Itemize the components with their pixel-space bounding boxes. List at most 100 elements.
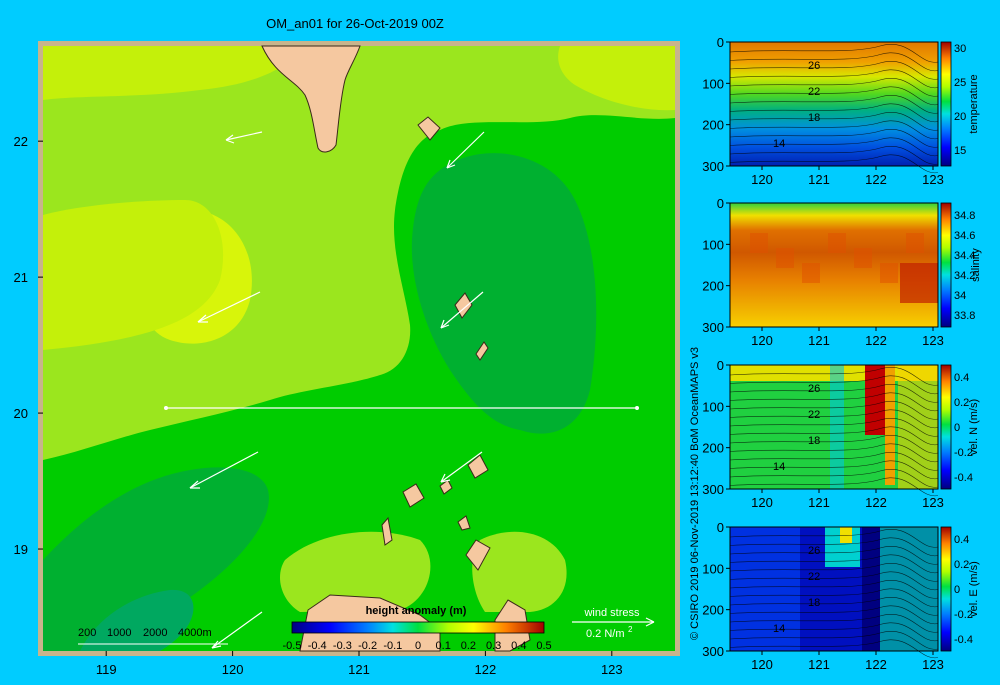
colorbar-tick-label: -0.1: [383, 640, 402, 652]
section-y-tick-label: 200: [702, 441, 724, 456]
colorbar-tick-label: 0.3: [486, 640, 501, 652]
section-x-tick-label: 122: [865, 333, 887, 348]
credit-text: © CSIRO 2019 06-Nov-2019 13:12:40 BoM Oc…: [689, 347, 701, 640]
colorbar-gradient: [292, 622, 544, 633]
section-colorbar-tick-label: 0.2: [954, 559, 969, 571]
section-colorbar-tick-label: 30: [954, 43, 966, 55]
section-x-tick-label: 120: [751, 172, 773, 187]
map-x-tick-label: 121: [348, 662, 370, 677]
section-x-tick-label: 120: [751, 657, 773, 672]
section-colorbar-temp: [941, 42, 951, 166]
section-contour-label: 22: [808, 571, 820, 583]
section-colorbar-label-sal: salinity: [970, 248, 982, 282]
section-x-tick-label: 123: [922, 495, 944, 510]
section-contour-label: 26: [808, 383, 820, 395]
map-x-tick-label: 123: [601, 662, 623, 677]
section-contour-label: 14: [773, 623, 785, 635]
section-x-tick-label: 121: [808, 657, 830, 672]
section-panel-ve: 26 22 18 14 0 100 200 300 120 121 122 123 0.4 0.2 0 -0.…: [702, 520, 980, 672]
colorbar-tick-label: -0.3: [333, 640, 352, 652]
colorbar-tick-label: 0: [415, 640, 421, 652]
section-colorbar-tick-label: -0.4: [954, 634, 973, 646]
map-panel: 200 1000 2000 4000m height anomaly (m) -…: [14, 41, 680, 677]
map-y-tick-label: 21: [14, 270, 28, 285]
bathymetry-label-1000: 1000: [107, 627, 131, 639]
section-y-tick-label: 100: [702, 76, 724, 91]
section-contour-label: 26: [808, 545, 820, 557]
colorbar-tick-label: -0.2: [358, 640, 377, 652]
section-y-tick-label: 100: [702, 399, 724, 414]
section-line-end: [635, 406, 639, 410]
colorbar-tick-label: -0.5: [283, 640, 302, 652]
section-contour-label: 18: [808, 435, 820, 447]
section-y-tick-label: 300: [702, 320, 724, 335]
colorbar-tick-label: -0.4: [308, 640, 327, 652]
colorbar-tick-label: 0.1: [436, 640, 451, 652]
map-x-tick-label: 122: [475, 662, 497, 677]
section-colorbar-tick-label: -0.4: [954, 472, 973, 484]
section-x-tick-label: 121: [808, 172, 830, 187]
section-salinity-patch: [802, 263, 820, 283]
section-salinity-patch: [854, 248, 872, 268]
map-y-tick-label: 19: [14, 542, 28, 557]
map-y-tick-label: 20: [14, 406, 28, 421]
colorbar-tick-label: 0.2: [461, 640, 476, 652]
section-vn-west-band: [830, 365, 844, 489]
section-colorbar-tick-label: 0.4: [954, 534, 969, 546]
section-colorbar-tick-label: 15: [954, 145, 966, 157]
section-colorbar-sal: [941, 203, 951, 327]
section-panel-vn: 262218140100200300120 121 122 1230.40.20-0.…: [702, 358, 980, 510]
bathymetry-label-200: 200: [78, 627, 96, 639]
section-salinity-patch: [906, 233, 924, 253]
section-colorbar-tick-label: 20: [954, 111, 966, 123]
section-x-tick-label: 123: [922, 172, 944, 187]
section-colorbar-tick-label: 0: [954, 584, 960, 596]
section-contour-label: 18: [808, 597, 820, 609]
section-panels: 262218140100200300120 121 122 12330252015te…: [702, 35, 982, 672]
section-contour-label: 22: [808, 86, 820, 98]
section-contour-label: 18: [808, 112, 820, 124]
section-panel-sal: 0100200300120 121 122 12334.834.634.434.234…: [702, 196, 982, 348]
section-colorbar-tick-label: 0.2: [954, 397, 969, 409]
section-colorbar-ve: [941, 527, 951, 651]
section-vn-jet: [865, 365, 885, 435]
section-contour-label: 22: [808, 409, 820, 421]
section-salinity-max: [900, 263, 938, 303]
section-contour-label: 14: [773, 461, 785, 473]
section-y-tick-label: 200: [702, 279, 724, 294]
section-colorbar-tick-label: 0: [954, 422, 960, 434]
section-contour-label: 26: [808, 60, 820, 72]
section-colorbar-tick-label: 25: [954, 77, 966, 89]
colorbar-tick-label: 0.4: [511, 640, 526, 652]
section-vn-jet-edge: [885, 365, 895, 485]
section-colorbar-tick-label: 34.8: [954, 210, 975, 222]
section-colorbar-vn: [941, 365, 951, 489]
section-x-tick-label: 120: [751, 495, 773, 510]
section-y-tick-label: 300: [702, 482, 724, 497]
section-colorbar-tick-label: 33.8: [954, 310, 975, 322]
bathymetry-label-4000: 4000m: [178, 627, 212, 639]
section-y-tick-label: 200: [702, 603, 724, 618]
section-x-tick-label: 121: [808, 495, 830, 510]
section-colorbar-tick-label: 34: [954, 290, 966, 302]
wind-stress-exponent: 2: [628, 625, 633, 634]
section-y-tick-label: 200: [702, 118, 724, 133]
section-field-temp: [730, 42, 938, 166]
section-colorbar-tick-label: 0.4: [954, 372, 969, 384]
section-x-tick-label: 123: [922, 657, 944, 672]
section-x-tick-label: 121: [808, 333, 830, 348]
section-ve-west: [730, 527, 800, 651]
map-x-tick-label: 119: [96, 662, 117, 677]
colorbar-title: height anomaly (m): [366, 605, 467, 617]
section-y-tick-label: 300: [702, 644, 724, 659]
section-x-tick-label: 122: [865, 172, 887, 187]
section-y-tick-label: 300: [702, 159, 724, 174]
section-x-tick-label: 122: [865, 495, 887, 510]
map-y-tick-label: 22: [14, 134, 28, 149]
bathymetry-label-2000: 2000: [143, 627, 167, 639]
colorbar-ticks: -0.5 -0.4 -0.3 -0.2 -0.1 0 0.1 0.2 0.3 0.4 0.5: [283, 640, 552, 652]
section-line-start: [164, 406, 168, 410]
section-y-tick-label: 100: [702, 237, 724, 252]
section-y-tick-label: 100: [702, 561, 724, 576]
